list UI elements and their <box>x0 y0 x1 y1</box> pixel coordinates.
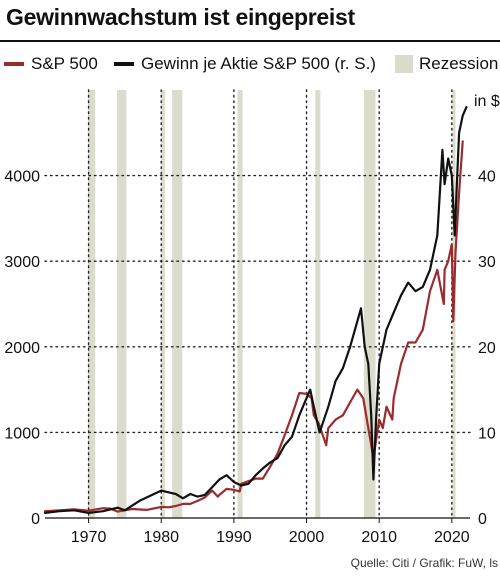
y-right-axis-unit: in $ <box>474 93 500 110</box>
source-note: Quelle: Citi / Grafik: FuW, ls <box>350 556 498 570</box>
y-axis-right: 0 10 20 30 40 <box>478 169 496 528</box>
legend-item-eps: Gewinn je Aktie S&P 500 (r. S.) <box>114 54 376 74</box>
recession-band <box>363 90 376 518</box>
series <box>43 105 468 515</box>
series-line-sp500 <box>43 140 464 513</box>
y-right-tick-label: 20 <box>478 340 496 357</box>
x-tick-label: 1970 <box>71 529 107 546</box>
legend: S&P 500 Gewinn je Aktie S&P 500 (r. S.) … <box>0 54 500 80</box>
recession-band <box>237 90 243 518</box>
recession-band <box>161 90 165 518</box>
title-rule <box>0 40 500 42</box>
y-left-tick-label: 1000 <box>4 425 40 442</box>
y-right-tick-label: 30 <box>478 254 496 271</box>
y-left-tick-label: 2000 <box>4 340 40 357</box>
recession-band <box>315 90 321 518</box>
x-tick-label: 2000 <box>289 529 325 546</box>
recession-band <box>116 90 127 518</box>
legend-label-recession: Rezession <box>419 54 499 73</box>
gridlines <box>44 89 471 519</box>
x-tick-label: 2010 <box>361 529 397 546</box>
y-right-tick-label: 40 <box>478 169 496 186</box>
x-tick-label: 1990 <box>216 529 252 546</box>
y-left-tick-label: 0 <box>31 511 40 528</box>
y-axis-left: 0 1000 2000 3000 4000 <box>4 169 40 528</box>
legend-label-eps: Gewinn je Aktie S&P 500 (r. S.) <box>141 54 376 73</box>
x-axis: 1970 1980 1990 2000 2010 2020 <box>71 518 470 546</box>
x-tick-label: 2020 <box>434 529 470 546</box>
y-right-tick-label: 0 <box>478 511 487 528</box>
series-line-eps <box>43 105 468 515</box>
legend-swatch-sp500 <box>4 62 24 66</box>
chart-title: Gewinnwachstum ist eingepreist <box>6 4 355 30</box>
recession-band <box>87 90 96 518</box>
recession-bands <box>87 90 456 518</box>
recession-band <box>172 90 183 518</box>
x-tick-label: 1980 <box>143 529 179 546</box>
y-right-tick-label: 10 <box>478 425 496 442</box>
y-left-tick-label: 3000 <box>4 254 40 271</box>
legend-item-recession: Rezession <box>395 54 498 74</box>
y-left-tick-label: 4000 <box>4 169 40 186</box>
legend-item-sp500: S&P 500 <box>4 54 98 74</box>
legend-label-sp500: S&P 500 <box>31 54 98 73</box>
legend-swatch-recession <box>395 55 413 73</box>
legend-swatch-eps <box>114 62 134 66</box>
